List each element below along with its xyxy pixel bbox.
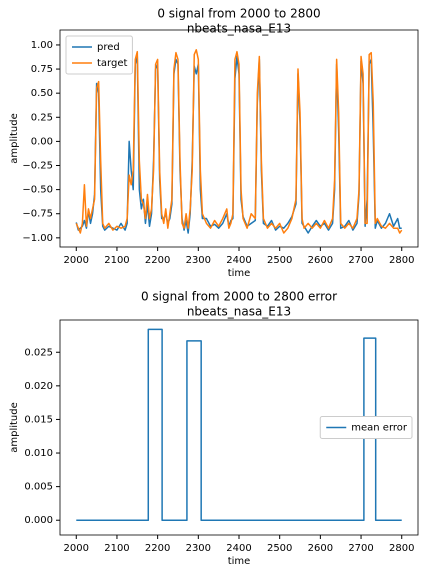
x-tick-label: 2000: [64, 543, 89, 554]
x-tick-label: 2600: [308, 255, 333, 266]
y-axis-label: amplitude: [9, 113, 20, 164]
y-tick-label: 0.015: [24, 414, 53, 425]
plot-frame: [59, 319, 419, 536]
x-tick-label: 2300: [186, 255, 211, 266]
y-tick-label: −0.25: [22, 161, 53, 172]
x-tick-label: 2400: [226, 255, 251, 266]
x-tick-label: 2200: [145, 255, 170, 266]
x-tick-label: 2300: [186, 543, 211, 554]
chart-title: 0 signal from 2000 to 2800 error: [141, 290, 337, 304]
chart-subtitle: nbeats_nasa_E13: [187, 305, 291, 319]
line-series: [75, 49, 403, 234]
x-tick-label: 2700: [348, 255, 373, 266]
y-tick-label: 0.005: [24, 482, 53, 493]
x-tick-label: 2800: [389, 543, 414, 554]
legend-box: [319, 416, 413, 439]
legend: mean error: [319, 416, 413, 439]
x-axis-label: time: [228, 556, 251, 567]
legend-label: mean error: [351, 423, 408, 434]
y-tick-label: −0.50: [22, 185, 53, 196]
y-tick-label: 0.50: [31, 88, 53, 99]
y-axis-label: amplitude: [9, 402, 20, 453]
y-tick-label: 0.75: [31, 64, 53, 75]
x-tick-label: 2400: [226, 543, 251, 554]
chart-title: 0 signal from 2000 to 2800: [157, 7, 320, 21]
y-tick-label: 0.010: [24, 448, 53, 459]
legend: pred target: [65, 35, 133, 75]
x-tick-label: 2200: [145, 543, 170, 554]
plot-frame: [59, 29, 419, 248]
y-tick-label: 1.00: [31, 40, 53, 51]
x-tick-label: 2500: [267, 255, 292, 266]
legend-box: [65, 35, 133, 75]
x-tick-label: 2500: [267, 543, 292, 554]
x-tick-label: 2100: [104, 255, 129, 266]
x-tick-label: 2000: [64, 255, 89, 266]
y-tick-label: 0.020: [24, 381, 53, 392]
legend-label: target: [97, 58, 127, 69]
y-tick-label: 0.25: [31, 112, 53, 123]
y-tick-label: 0.00: [31, 136, 53, 147]
x-tick-label: 2600: [308, 543, 333, 554]
line-series: [76, 328, 402, 521]
legend-label: pred: [97, 42, 120, 53]
y-tick-label: −1.00: [22, 233, 53, 244]
x-tick-label: 2800: [389, 255, 414, 266]
y-tick-label: 0.025: [24, 347, 53, 358]
x-tick-label: 2100: [104, 543, 129, 554]
x-axis-label: time: [228, 268, 251, 279]
chart-subtitle: nbeats_nasa_E13: [187, 22, 291, 36]
y-tick-label: −0.75: [22, 209, 53, 220]
y-tick-label: 0.000: [24, 515, 53, 526]
x-tick-label: 2700: [348, 543, 373, 554]
